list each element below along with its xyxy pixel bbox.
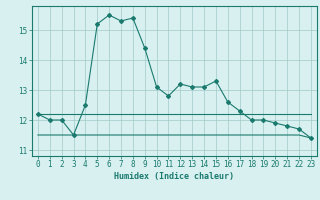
X-axis label: Humidex (Indice chaleur): Humidex (Indice chaleur) <box>115 172 234 181</box>
